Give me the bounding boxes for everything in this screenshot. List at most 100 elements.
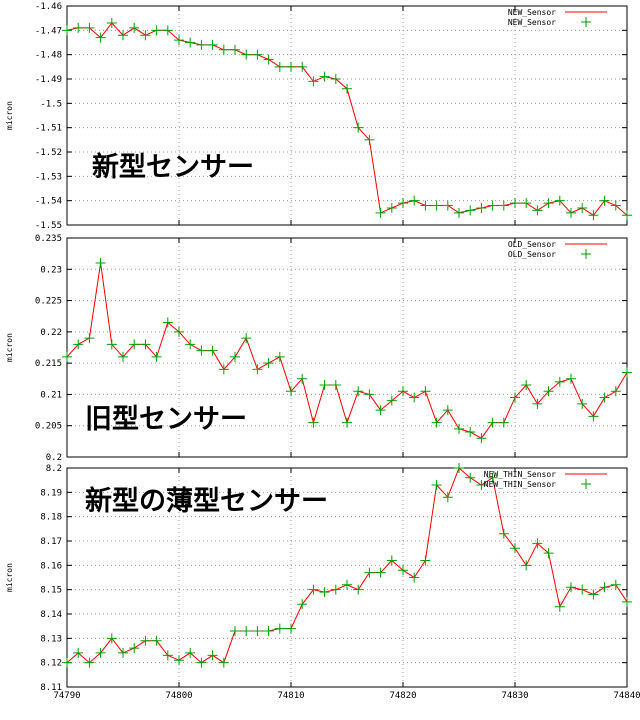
data-point — [610, 200, 621, 211]
data-point — [420, 200, 431, 211]
data-point — [599, 392, 610, 403]
data-point — [286, 623, 296, 634]
data-point — [330, 584, 341, 595]
data-point — [532, 205, 543, 216]
data-point — [308, 76, 319, 87]
data-point — [431, 200, 442, 211]
y-tick-label: -1.55 — [35, 221, 62, 231]
data-point — [420, 555, 431, 566]
data-point — [588, 589, 599, 600]
data-point — [510, 392, 520, 403]
data-point — [62, 657, 72, 668]
y-tick-label: -1.54 — [35, 197, 62, 207]
data-point — [521, 380, 532, 391]
data-point — [409, 572, 420, 583]
legend-label-line: NEW_Sensor — [508, 8, 556, 17]
data-point — [398, 198, 408, 209]
data-point — [588, 210, 599, 221]
data-point — [297, 373, 308, 384]
y-tick-label: -1.51 — [35, 124, 62, 134]
data-point — [263, 54, 274, 65]
data-point — [554, 601, 565, 612]
data-point — [185, 37, 196, 48]
y-axis-label: micron — [5, 563, 14, 592]
data-point — [487, 472, 498, 483]
data-point — [465, 426, 476, 437]
data-point — [577, 584, 588, 595]
data-point — [274, 61, 285, 72]
data-point — [252, 626, 263, 637]
legend-point-swatch — [581, 479, 591, 489]
data-point — [218, 364, 229, 375]
legend-label-points: OLD_Sensor — [508, 250, 556, 259]
data-point — [431, 417, 442, 428]
data-point — [174, 655, 184, 666]
data-point — [398, 386, 408, 397]
data-point — [62, 351, 72, 362]
data-point — [487, 200, 498, 211]
y-tick-label: -1.52 — [35, 148, 62, 158]
data-point — [252, 49, 263, 60]
data-point — [118, 647, 128, 658]
y-tick-label: 8.13 — [40, 634, 62, 644]
y-axis-label: micron — [5, 333, 14, 362]
y-tick-label: 8.2 — [46, 464, 62, 474]
data-point — [230, 44, 240, 55]
x-tick-label: 74790 — [53, 691, 80, 701]
series-line — [66, 22, 628, 216]
y-tick-label: 0.235 — [35, 234, 62, 244]
x-tick-label: 74820 — [389, 691, 416, 701]
data-point — [476, 433, 487, 444]
data-point — [566, 582, 576, 593]
data-point — [364, 567, 375, 578]
data-point — [196, 39, 207, 50]
chart-panel-1: -1.46 -1.47 -1.48 -1.49 -1.5 -1.51 -1.52 -1.53 -… — [5, 2, 632, 231]
data-point — [286, 61, 296, 72]
data-point — [241, 49, 252, 60]
data-point — [73, 339, 84, 350]
data-point — [274, 623, 285, 634]
data-point — [398, 565, 408, 576]
data-point — [319, 587, 330, 598]
chart-annotation: 新型センサー — [92, 151, 254, 183]
data-point — [622, 210, 632, 221]
y-tick-label: 0.205 — [35, 422, 62, 432]
y-tick-label: 8.11 — [40, 683, 62, 693]
y-tick-label: 8.18 — [40, 513, 62, 523]
data-point — [588, 411, 599, 422]
data-point — [196, 657, 207, 668]
y-tick-label: -1.53 — [35, 172, 62, 182]
x-tick-label: 74800 — [165, 691, 192, 701]
data-point — [84, 657, 95, 668]
data-point — [577, 202, 588, 213]
data-point — [274, 351, 285, 362]
data-point — [162, 25, 173, 36]
y-tick-label: 8.12 — [40, 659, 62, 669]
plot-frame — [66, 467, 628, 688]
data-point — [487, 417, 498, 428]
data-point — [510, 543, 520, 554]
data-point — [342, 579, 352, 590]
data-point — [386, 202, 397, 213]
data-point — [454, 463, 464, 473]
data-point — [454, 423, 464, 434]
data-point — [353, 584, 364, 595]
chart-annotation: 旧型センサー — [85, 404, 247, 435]
data-point — [106, 339, 117, 350]
data-point — [118, 30, 128, 41]
data-point — [622, 596, 632, 607]
y-tick-label: 0.2 — [46, 453, 62, 463]
data-point — [129, 339, 140, 350]
data-point — [129, 22, 140, 33]
y-tick-label: 0.22 — [40, 328, 62, 338]
data-point — [151, 25, 162, 36]
y-axis-label: micron — [5, 101, 14, 130]
data-point — [84, 333, 95, 344]
data-point — [308, 584, 319, 595]
data-point — [375, 405, 386, 416]
data-point — [543, 198, 554, 209]
data-point — [73, 647, 84, 658]
data-point — [252, 364, 263, 375]
data-point — [106, 18, 117, 29]
data-point — [207, 345, 218, 356]
